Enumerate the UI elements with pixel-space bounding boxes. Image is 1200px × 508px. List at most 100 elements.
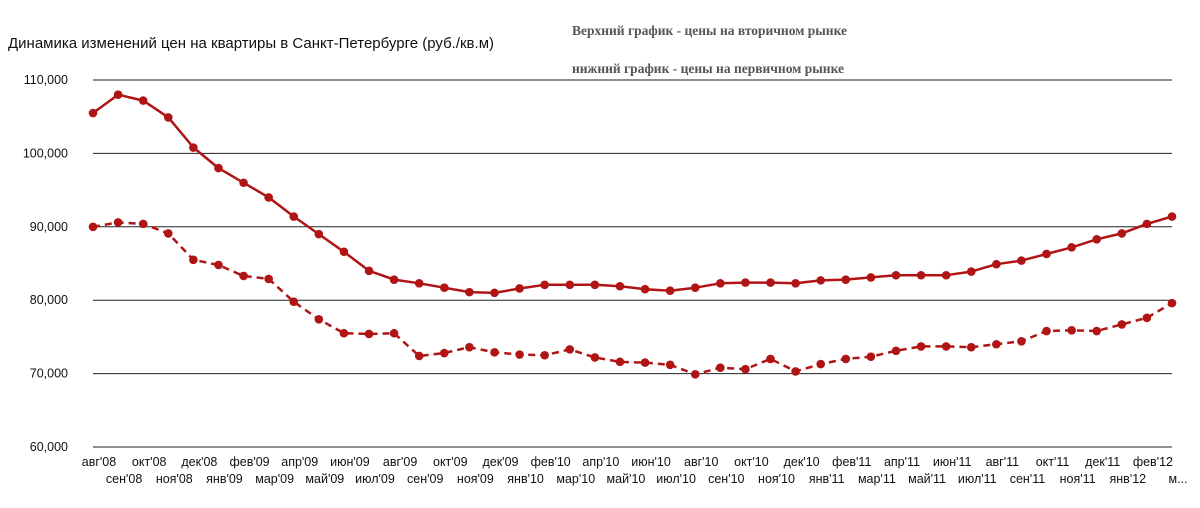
y-tick-label: 100,000 [23, 146, 68, 160]
x-tick-label: авг'10 [684, 455, 718, 469]
x-tick-label: июл'11 [958, 472, 997, 486]
data-point [138, 219, 148, 229]
x-tick-label: май'09 [305, 472, 344, 486]
data-point [941, 270, 951, 280]
data-point [1142, 313, 1152, 323]
x-tick-label: янв'12 [1110, 472, 1147, 486]
x-tick-label: ноя'08 [156, 472, 193, 486]
y-tick-label: 110,000 [24, 73, 68, 87]
data-point [716, 363, 725, 373]
data-point [1017, 256, 1026, 265]
y-tick-label: 70,000 [30, 367, 68, 381]
data-point [741, 364, 750, 374]
x-tick-label: дек'08 [181, 455, 217, 469]
series-line [92, 93, 1173, 295]
data-point [741, 278, 750, 287]
data-point [214, 260, 223, 270]
data-point [490, 288, 499, 298]
data-point [1092, 234, 1102, 244]
chart-title: Динамика изменений цен на квартиры в Сан… [8, 35, 494, 52]
data-point [966, 342, 976, 352]
data-point [440, 283, 449, 293]
data-point [214, 163, 223, 173]
data-point [816, 276, 825, 285]
data-point [339, 247, 349, 257]
x-tick-label: ноя'09 [457, 472, 494, 486]
data-point [1017, 337, 1026, 346]
data-point [440, 348, 449, 358]
series-layer [88, 90, 1177, 379]
data-point [791, 367, 800, 376]
data-point [239, 271, 248, 281]
data-point [465, 287, 474, 297]
x-tick-label: авг'09 [383, 455, 417, 469]
annotation-upper: Верхний график - цены на вторичном рынке [572, 23, 847, 38]
x-tick-label: янв'10 [507, 472, 544, 486]
data-point [1117, 229, 1127, 238]
data-point [690, 283, 700, 293]
data-point [515, 284, 524, 293]
y-tick-label: 60,000 [30, 440, 68, 454]
x-tick-label: мар'11 [858, 472, 896, 486]
x-tick-label: июн'09 [330, 455, 370, 469]
data-point [590, 280, 600, 290]
data-point [540, 280, 549, 290]
data-point [88, 108, 98, 118]
data-point [640, 358, 650, 367]
data-point [364, 266, 374, 276]
data-point [113, 90, 123, 99]
data-point [113, 218, 123, 227]
x-tick-label: янв'09 [206, 472, 243, 486]
data-point [866, 273, 876, 282]
x-tick-label: окт'08 [132, 455, 167, 469]
data-point [414, 351, 424, 361]
x-tick-label: фев'11 [832, 455, 871, 469]
data-point [766, 354, 775, 364]
x-tick-label: дек'09 [482, 455, 518, 469]
data-point [941, 342, 951, 351]
x-tick-label: окт'09 [433, 455, 468, 469]
data-point [465, 342, 474, 352]
x-tick-label: апр'11 [884, 455, 920, 469]
data-point [565, 280, 575, 290]
x-tick-label: май'11 [908, 472, 946, 486]
data-point [163, 229, 173, 238]
x-tick-label: мар'10 [556, 472, 595, 486]
data-point [490, 348, 499, 357]
x-tick-label: дек'11 [1085, 455, 1120, 469]
gridlines [93, 79, 1172, 448]
x-tick-label: ноя'11 [1060, 472, 1096, 486]
data-point [916, 270, 926, 280]
x-tick-label: сен'08 [106, 472, 142, 486]
x-tick-label: апр'10 [582, 455, 619, 469]
x-tick-label: сен'11 [1010, 472, 1046, 486]
x-tick-label: дек'10 [784, 455, 820, 469]
x-tick-label: июл'09 [355, 472, 395, 486]
data-point [364, 329, 374, 339]
data-point [841, 354, 851, 364]
data-point [189, 143, 198, 152]
data-point [264, 274, 273, 284]
data-point [1042, 326, 1051, 336]
data-point [1067, 243, 1076, 252]
data-point [314, 229, 324, 239]
x-tick-label: фев'09 [229, 455, 269, 469]
x-tick-label: май'10 [607, 472, 646, 486]
data-point [716, 279, 725, 288]
data-point [665, 360, 675, 370]
x-tick-label: фев'10 [531, 455, 571, 469]
data-point [565, 345, 575, 354]
x-tick-label: ноя'10 [758, 472, 795, 486]
x-tick-label: окт'11 [1036, 455, 1070, 469]
data-point [1092, 326, 1102, 336]
data-point [615, 357, 625, 367]
x-tick-label: окт'10 [734, 455, 769, 469]
data-point [389, 275, 399, 284]
data-point [1142, 219, 1152, 229]
x-tick-label: м... [1168, 472, 1187, 486]
series-line [92, 221, 1173, 376]
data-point [88, 222, 98, 232]
data-point [163, 113, 173, 122]
x-axis-tick-labels: авг'08 сен'08 окт'08 ноя'08 дек'08 янв'09 фев'… [82, 455, 1188, 486]
